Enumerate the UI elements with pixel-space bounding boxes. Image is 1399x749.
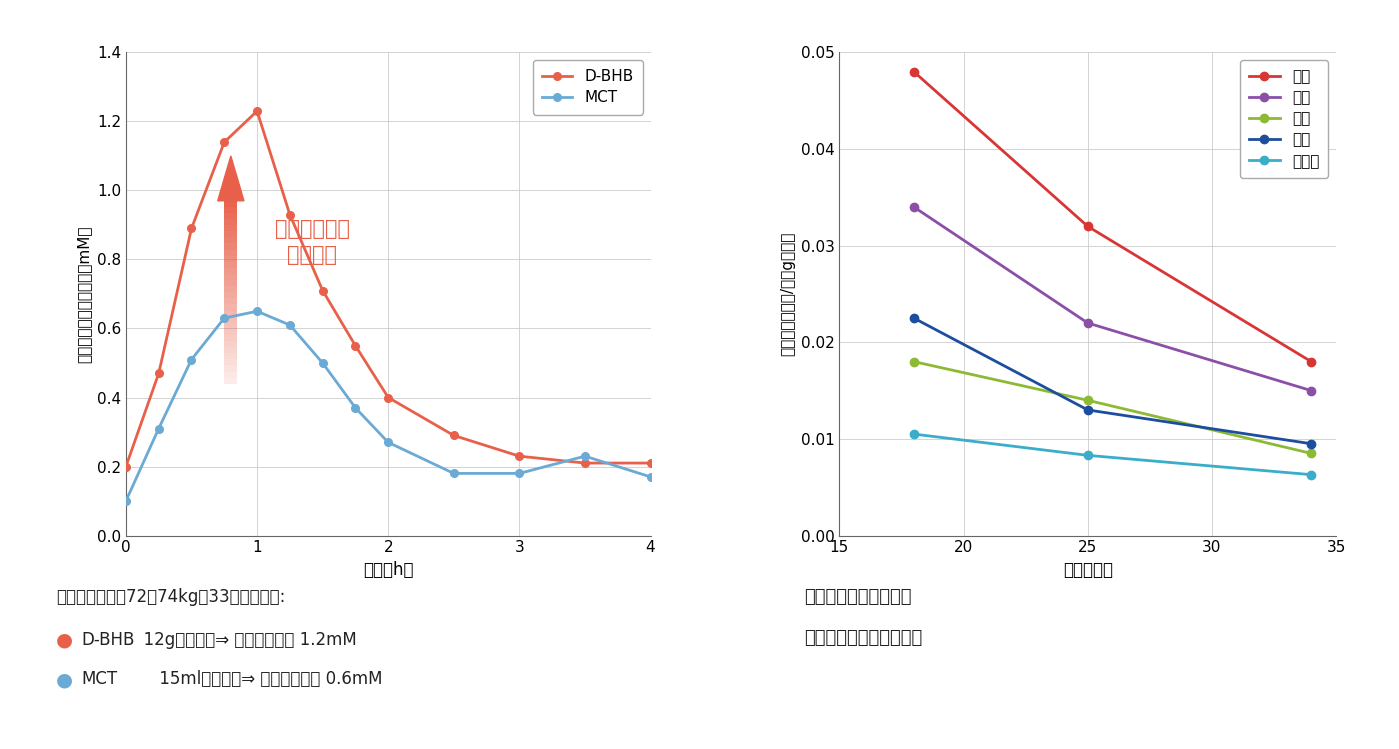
Text: 12g摄取　　⇒ 血中ケトン体 1.2mM: 12g摄取 ⇒ 血中ケトン体 1.2mM [133,631,357,649]
Text: 米国成人　体重72－74kg　33人の平均値:: 米国成人 体重72－74kg 33人の平均値: [56,588,285,606]
D-BHB [215,138,232,147]
D-BHB [379,393,397,402]
Text: 血中ケトン体
濃度上昇: 血中ケトン体 濃度上昇 [274,219,350,265]
X-axis label: 時間（h）: 時間（h） [362,561,414,579]
Line: 肝臓: 肝臓 [909,357,1315,458]
D-BHB [150,369,166,377]
Text: 血中・各臓器への移行率: 血中・各臓器への移行率 [804,629,923,647]
Text: ●: ● [56,631,73,649]
灰白質 [1080,451,1097,460]
MCT [150,424,166,433]
MCT [642,473,659,482]
Text: MCT: MCT [81,670,118,688]
MCT [315,359,332,368]
肝臓 [1302,449,1319,458]
肝臓 [1080,395,1097,404]
MCT [576,452,593,461]
Legend: D-BHB, MCT: D-BHB, MCT [533,60,644,115]
X-axis label: 時間（分）: 時間（分） [1063,561,1112,579]
血液 [905,314,922,323]
Text: 15ml摄取　　⇒ 血中ケトン体 0.6mM: 15ml摄取 ⇒ 血中ケトン体 0.6mM [133,670,382,688]
D-BHB [315,286,332,295]
D-BHB [445,431,462,440]
MCT [347,404,364,413]
Line: 血液: 血液 [909,314,1315,448]
MCT [183,355,200,364]
脹臓 [905,202,922,211]
MCT [445,469,462,478]
D-BHB [183,224,200,233]
Line: 脹臓: 脹臓 [909,203,1315,395]
血液 [1302,439,1319,448]
D-BHB [249,106,266,115]
血液 [1080,405,1097,414]
MCT [249,307,266,316]
Line: MCT: MCT [122,307,655,505]
Text: ●: ● [56,670,73,689]
灰白質 [1302,470,1319,479]
MCT [511,469,527,478]
D-BHB [347,342,364,351]
Line: 心臓: 心臓 [909,67,1315,366]
MCT [118,497,134,506]
Legend: 心臓, 脹臓, 肝臓, 血液, 灰白質: 心臓, 脹臓, 肝臓, 血液, 灰白質 [1240,60,1329,178]
脹臓 [1080,318,1097,327]
Text: ケトン体経口摄取後の: ケトン体経口摄取後の [804,588,912,606]
Text: D-BHB: D-BHB [81,631,134,649]
D-BHB [642,458,659,467]
心臓 [1302,357,1319,366]
灰白質 [905,430,922,439]
D-BHB [118,462,134,471]
心臓 [1080,222,1097,231]
MCT [215,314,232,323]
Line: 灰白質: 灰白質 [909,430,1315,479]
D-BHB [511,452,527,461]
Y-axis label: ケトン体推定量/組織gあたり: ケトン体推定量/組織gあたり [781,231,795,357]
心臓 [905,67,922,76]
脹臓 [1302,386,1319,395]
MCT [379,438,397,447]
肝臓 [905,357,922,366]
D-BHB [281,210,298,219]
Line: D-BHB: D-BHB [122,107,655,470]
Y-axis label: 血潏中のケトン体濃度（mM）: 血潏中のケトン体濃度（mM） [76,225,91,363]
D-BHB [576,458,593,467]
FancyArrow shape [218,156,243,201]
MCT [281,321,298,330]
